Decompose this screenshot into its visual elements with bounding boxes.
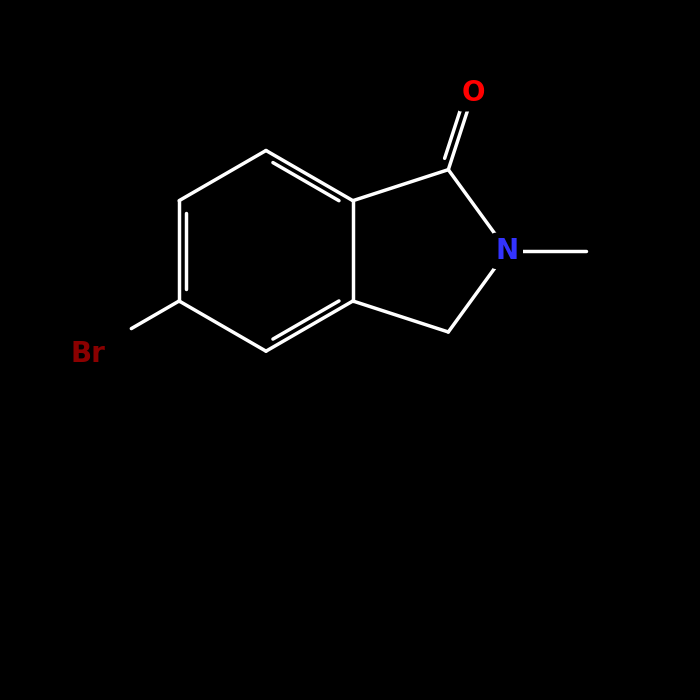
Text: N: N (496, 237, 519, 265)
Text: Br: Br (71, 340, 105, 368)
Text: O: O (461, 79, 485, 107)
